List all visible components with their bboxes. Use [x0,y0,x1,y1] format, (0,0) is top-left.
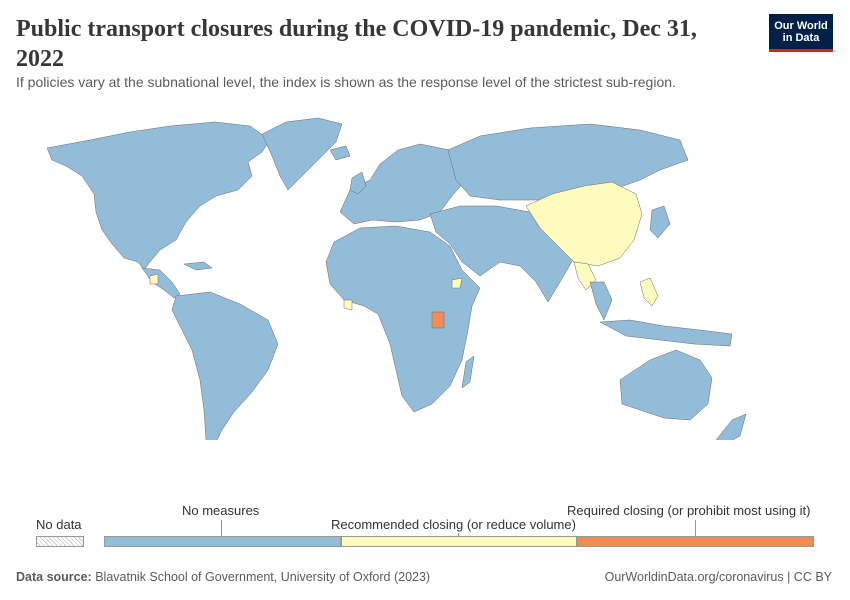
legend-required-swatch[interactable] [577,536,814,547]
footer-url[interactable]: OurWorldinData.org/coronavirus | CC BY [604,570,832,584]
region-africa[interactable] [325,225,481,413]
region-indonesia[interactable] [599,319,733,347]
region-south-america[interactable] [171,291,279,440]
region-middle-east-south-asia[interactable] [429,205,575,303]
region-new-zealand[interactable] [715,413,747,440]
region-russia[interactable] [447,123,689,201]
legend-recommended-label: Recommended closing (or reduce volume) [331,517,576,532]
legend-no-measures-label: No measures [182,503,260,518]
legend-no-data-swatch[interactable] [36,536,84,547]
region-japan[interactable] [649,205,671,239]
region-liberia[interactable] [343,299,353,311]
region-eritrea[interactable] [451,277,463,289]
legend-recommended-swatch[interactable] [341,536,577,547]
region-honduras[interactable] [149,273,159,285]
logo-line-1: Our World [774,20,828,32]
data-source: Data source: Blavatnik School of Governm… [16,570,430,584]
world-map[interactable] [0,100,850,440]
data-source-text: Blavatnik School of Government, Universi… [95,570,431,584]
region-madagascar[interactable] [461,355,475,389]
logo-line-2: in Data [782,32,820,44]
legend-tick-3 [695,520,696,536]
chart-subtitle: If policies vary at the subnational leve… [16,74,676,90]
region-uk[interactable] [349,171,367,195]
region-central-america[interactable] [141,267,181,299]
region-philippines[interactable] [639,277,659,307]
region-greenland[interactable] [261,117,343,191]
legend-no-measures-swatch[interactable] [104,536,341,547]
legend-tick-2 [458,533,459,536]
region-iceland[interactable] [329,145,351,161]
region-china[interactable] [525,181,643,267]
region-uganda[interactable] [431,311,445,329]
region-australia[interactable] [619,349,713,421]
legend-no-data-label: No data [36,517,82,532]
chart-title: Public transport closures during the COV… [16,16,697,72]
legend-tick-1 [221,520,222,536]
region-southeast-asia[interactable] [589,281,613,321]
region-north-america[interactable] [46,121,271,271]
region-caribbean[interactable] [183,261,213,271]
owid-logo[interactable]: Our World in Data [769,14,833,52]
legend-required-label: Required closing (or prohibit most using… [567,503,811,518]
data-source-label: Data source: [16,570,92,584]
